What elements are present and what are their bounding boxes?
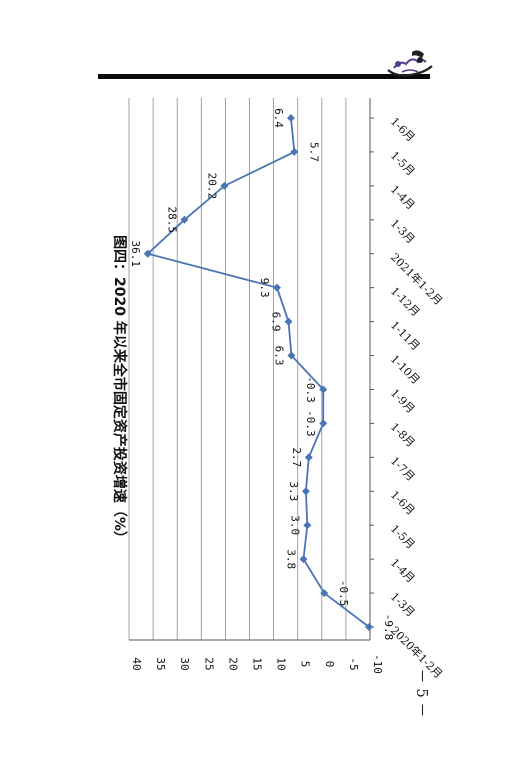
data-point — [143, 249, 152, 258]
data-label: -0.3 — [304, 410, 317, 437]
page-number: － 5 － — [413, 668, 431, 718]
x-tick-label: 1-3月 — [388, 217, 417, 246]
data-point — [319, 419, 328, 428]
y-tick-label: 25 — [202, 657, 215, 670]
x-tick-label: 1-7月 — [388, 454, 417, 483]
data-point — [320, 589, 329, 598]
header-rule — [98, 74, 430, 79]
data-label: 9.3 — [258, 278, 271, 298]
data-point — [299, 555, 308, 564]
data-label: 20.2 — [205, 173, 218, 200]
y-tick-label: 40 — [130, 657, 143, 670]
data-point — [301, 487, 310, 496]
x-tick-label: 1-10月 — [388, 352, 422, 386]
data-label: 3.3 — [287, 481, 300, 501]
data-point — [284, 317, 293, 326]
x-tick-label: 1-4月 — [388, 556, 417, 585]
data-point — [287, 351, 296, 360]
y-tick-label: 35 — [154, 657, 167, 670]
data-point — [304, 453, 313, 462]
data-label: 3.0 — [288, 515, 301, 535]
x-tick-label: 1-8月 — [388, 420, 417, 449]
x-tick-label: 1-5月 — [388, 149, 417, 178]
data-point — [272, 283, 281, 292]
data-label: 6.3 — [272, 346, 285, 366]
data-label: 6.9 — [270, 312, 283, 332]
chart-axes — [129, 98, 374, 641]
data-point — [303, 521, 312, 530]
y-tick-label: 5 — [299, 661, 312, 668]
x-tick-label: 1-6月 — [388, 115, 417, 144]
x-tick-label: 1-11月 — [388, 319, 422, 353]
data-point — [220, 181, 229, 190]
data-label: 6.4 — [272, 108, 285, 128]
chart-title: 图四：2020 年以来全市固定资产投资增速（%） — [111, 235, 128, 545]
series-line — [145, 117, 370, 628]
dragon-boat-logo-icon — [387, 50, 433, 77]
y-tick-label: -10 — [371, 654, 384, 674]
y-tick-label: 30 — [178, 657, 191, 670]
data-point — [180, 215, 189, 224]
data-label: 5.7 — [307, 142, 320, 162]
data-label: -9.8 — [382, 614, 395, 641]
y-tick-label: 0 — [323, 661, 336, 668]
data-point — [365, 623, 374, 631]
data-label: 3.8 — [284, 549, 297, 569]
x-tick-label: 1-4月 — [388, 183, 417, 212]
y-tick-label: 10 — [275, 657, 288, 670]
data-label: 28.5 — [165, 207, 178, 234]
data-point — [319, 385, 328, 394]
data-labels: -9.8-0.53.83.03.32.7-0.3-0.36.36.99.336.… — [129, 108, 395, 640]
data-label: -0.5 — [337, 580, 350, 607]
data-label: 2.7 — [290, 447, 303, 467]
data-point — [290, 147, 299, 156]
x-tick-label: 1-12月 — [388, 285, 422, 319]
data-label: -0.3 — [304, 376, 317, 403]
y-tick-label: 15 — [251, 657, 264, 670]
y-axis-tick-labels: -10 -5 0 5 10 15 20 25 30 35 40 — [130, 654, 384, 674]
data-label: 36.1 — [129, 240, 142, 267]
chart-grid — [128, 98, 371, 640]
chart-series — [143, 114, 374, 631]
y-tick-label: 20 — [226, 657, 239, 670]
x-tick-label: 1-5月 — [388, 522, 417, 551]
x-axis-tick-labels: 2020年1-2月1-3月1-4月1-5月1-6月1-7月1-8月1-9月1-1… — [388, 115, 446, 681]
x-tick-label: 1-9月 — [388, 386, 417, 415]
data-point — [286, 114, 295, 122]
y-tick-label: -5 — [347, 657, 360, 670]
x-tick-label: 1-6月 — [388, 488, 417, 517]
